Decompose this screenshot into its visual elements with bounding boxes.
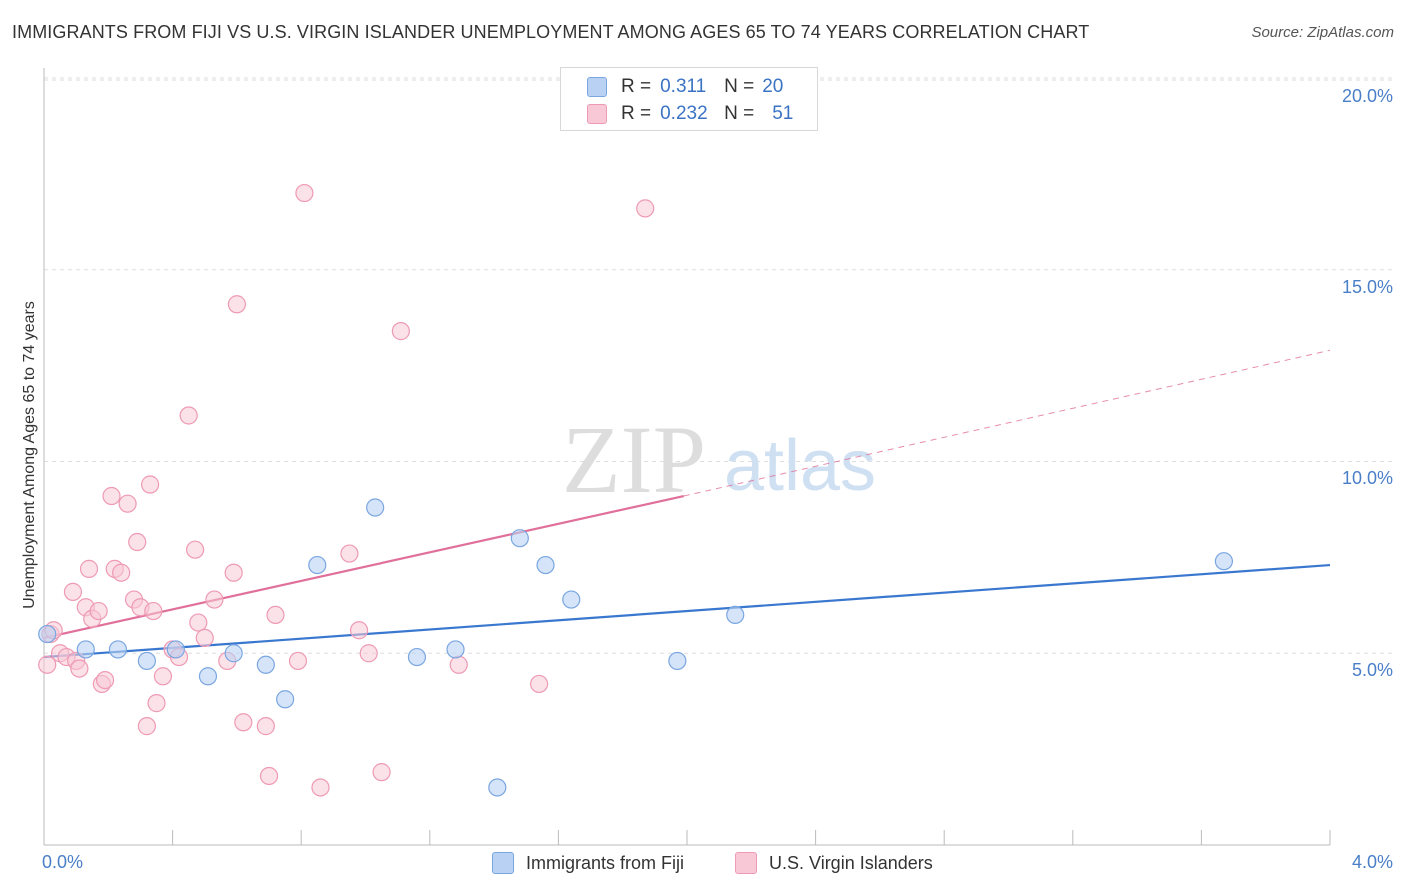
- legend-label-fiji: Immigrants from Fiji: [526, 852, 685, 873]
- gridlines: [44, 77, 1392, 654]
- data-point-fiji: [108, 640, 128, 659]
- data-point-vi: [95, 670, 115, 690]
- y-tick-label-10: 10.0%: [1341, 468, 1393, 488]
- legend-item-fiji: Immigrants from Fiji: [492, 852, 684, 874]
- legend-row-vi: R = 0.232 N = 51: [587, 102, 793, 126]
- data-point-vi: [259, 766, 279, 786]
- legend-r-label: R =: [621, 103, 652, 124]
- legend-swatch-vi: [735, 852, 757, 874]
- data-point-vi: [179, 406, 198, 425]
- legend-r-label: R =: [621, 76, 652, 97]
- y-tick-label-20: 20.0%: [1341, 86, 1393, 106]
- data-point-fiji: [668, 651, 687, 671]
- data-point-vi: [372, 763, 391, 782]
- data-point-fiji: [38, 624, 57, 644]
- data-point-vi: [195, 628, 214, 648]
- data-point-fiji: [407, 647, 427, 667]
- legend-n-value-vi: 51: [772, 103, 794, 124]
- data-point-vi: [189, 613, 208, 632]
- data-point-fiji: [76, 640, 95, 659]
- axes: [43, 68, 1331, 846]
- legend-row-fiji: R = 0.311 N = 20: [587, 75, 783, 99]
- data-point-vi: [311, 778, 330, 797]
- y-tick-label-15: 15.0%: [1341, 277, 1393, 297]
- legend-swatch-vi: [587, 104, 607, 124]
- data-point-vi: [63, 582, 83, 601]
- data-point-vi: [295, 183, 314, 203]
- trendline-vi: [43, 494, 685, 639]
- data-point-vi: [153, 667, 173, 686]
- data-point-vi: [144, 601, 163, 621]
- data-point-fiji: [224, 644, 243, 663]
- watermark-atlas: atlas: [724, 426, 876, 506]
- data-point-vi: [266, 605, 285, 625]
- data-point-vi: [102, 486, 121, 506]
- data-point-vi: [137, 717, 156, 736]
- data-point-fiji: [308, 555, 327, 575]
- data-point-vi: [636, 199, 655, 218]
- data-point-fiji: [536, 555, 555, 575]
- data-point-fiji: [446, 640, 465, 659]
- stats-legend: R = 0.311 N = 20 R = 0.232 N = 51: [560, 67, 818, 131]
- legend-n-label: N =: [724, 103, 755, 124]
- data-point-vi: [140, 475, 160, 494]
- watermark-zip: ZIP: [562, 406, 706, 513]
- legend-swatch-fiji: [492, 852, 514, 874]
- legend-item-vi: U.S. Virgin Islanders: [735, 852, 933, 874]
- y-tick-label-5: 5.0%: [1351, 660, 1393, 680]
- data-point-vi: [359, 644, 378, 663]
- data-points: [38, 183, 1234, 797]
- data-point-fiji: [256, 655, 275, 674]
- data-point-vi: [288, 651, 308, 671]
- data-point-vi: [70, 659, 89, 678]
- data-point-vi: [256, 717, 275, 736]
- x-tick-label-min: 0.0%: [42, 852, 84, 872]
- data-point-fiji: [510, 529, 529, 548]
- data-point-vi: [530, 674, 549, 694]
- data-point-vi: [38, 655, 57, 674]
- source-credit: Source: ZipAtlas.com: [1251, 24, 1394, 41]
- legend-n-label: N =: [724, 76, 755, 97]
- data-point-vi: [340, 544, 359, 563]
- chart-title: IMMIGRANTS FROM FIJI VS U.S. VIRGIN ISLA…: [12, 22, 1090, 42]
- legend-n-value-fiji: 20: [762, 76, 784, 97]
- data-point-vi: [147, 694, 166, 713]
- x-tick-label-max: 4.0%: [1351, 852, 1393, 872]
- legend-label-vi: U.S. Virgin Islanders: [769, 852, 933, 873]
- data-point-vi: [89, 601, 108, 621]
- data-point-vi: [128, 532, 147, 552]
- data-point-vi: [227, 295, 246, 314]
- legend-r-value-fiji: 0.311: [660, 76, 707, 97]
- data-point-vi: [391, 322, 410, 341]
- data-point-vi: [224, 563, 243, 582]
- legend-r-value-vi: 0.232: [660, 103, 708, 124]
- data-point-fiji: [166, 640, 185, 659]
- data-point-fiji: [1214, 552, 1234, 571]
- data-point-vi: [118, 494, 137, 513]
- data-point-fiji: [726, 605, 745, 625]
- data-point-fiji: [562, 590, 581, 609]
- legend-swatch-fiji: [587, 77, 607, 97]
- data-point-vi: [234, 713, 253, 732]
- data-point-vi: [205, 590, 224, 609]
- data-point-fiji: [366, 498, 385, 517]
- data-point-vi: [112, 563, 131, 582]
- trendline-fiji: [43, 563, 1331, 659]
- data-point-fiji: [488, 778, 507, 797]
- data-point-vi: [79, 559, 99, 578]
- data-point-vi: [186, 540, 205, 559]
- data-point-fiji: [137, 651, 156, 671]
- data-point-fiji: [276, 690, 295, 709]
- trendline-vi-extrapolated: [683, 349, 1331, 497]
- data-point-vi: [349, 621, 369, 640]
- data-point-vi: [449, 655, 468, 674]
- data-point-fiji: [198, 667, 218, 686]
